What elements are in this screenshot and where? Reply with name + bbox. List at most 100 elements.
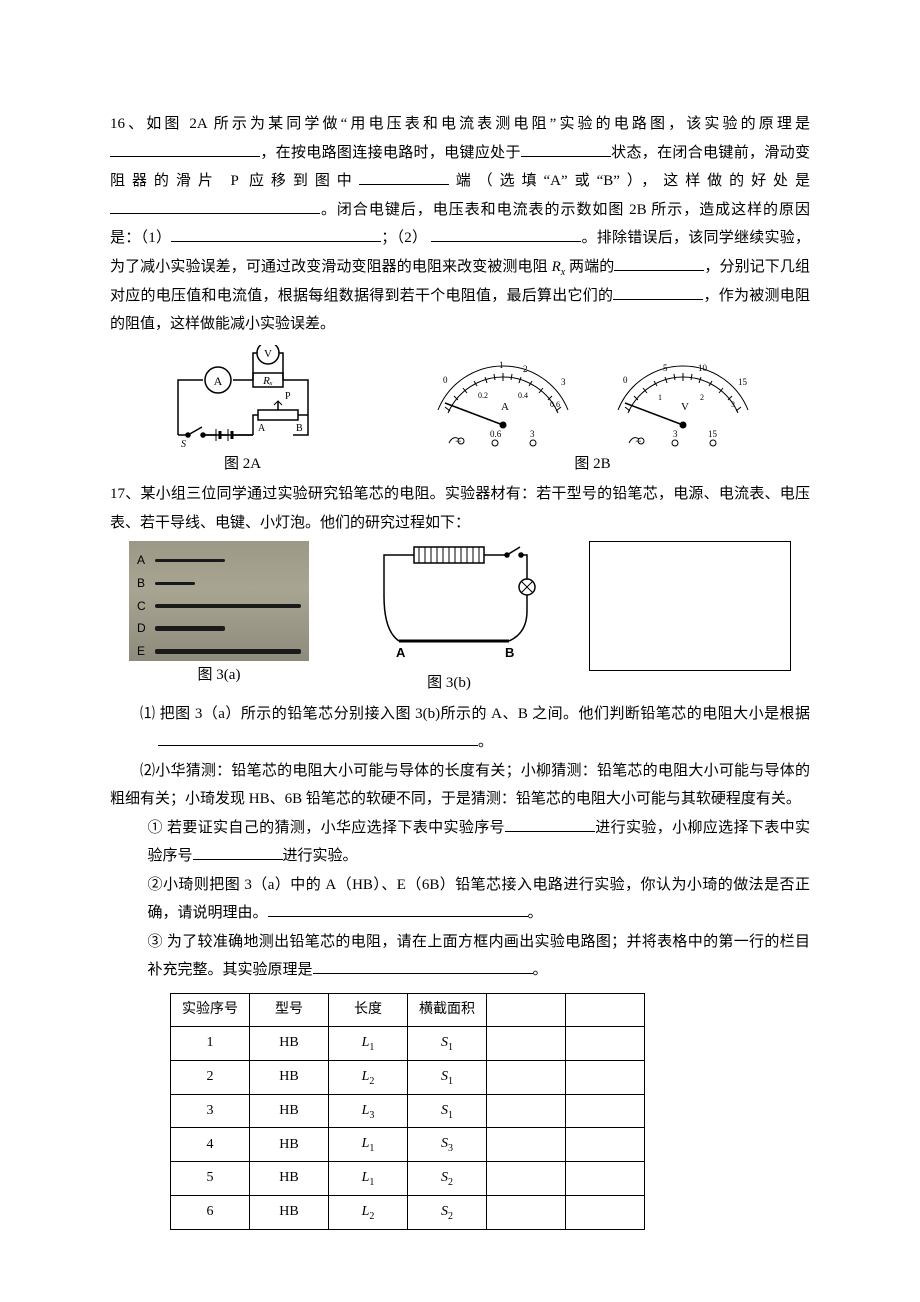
s-label: S — [181, 439, 186, 450]
th-type: 型号 — [250, 993, 329, 1027]
voltmeter-symbol: V — [264, 348, 272, 360]
q17-p1-full: ⑴ 把图 3（a）所示的铅笔芯分别接入图 3(b)所示的 A、B 之间。他们判断… — [125, 700, 810, 757]
cell: HB — [250, 1060, 329, 1094]
q17-p2-3b: 。 — [533, 962, 548, 978]
fig3a-label: 图 3(a) — [198, 661, 241, 690]
amm-range-06: 0.6 — [490, 429, 502, 439]
q17-p1t: 把图 3（a）所示的铅笔芯分别接入图 3(b)所示的 A、B 之间。他们判断铅笔… — [160, 706, 810, 722]
amm-scale-02: 0.2 — [478, 391, 488, 400]
rx-label: Rₓ — [262, 375, 273, 387]
voltmeter-dial: 0 5 10 15 1 2 3 V − 3 15 — [603, 355, 763, 450]
ammeter-symbol: A — [213, 374, 222, 388]
figure-2a-col: A V Rₓ P S A B 图 2A — [158, 345, 328, 479]
figure-2b-col: 0 1 2 3 0.2 0.4 0.6 A − 0.6 3 — [423, 355, 763, 479]
q17-number: 17、 — [110, 486, 140, 502]
cell-blank[interactable] — [566, 1162, 645, 1196]
cell: S2 — [408, 1196, 487, 1230]
fig3b-terminal-b: B — [505, 645, 514, 660]
figure-3a-col: A B C D E 图 3(a) — [129, 541, 309, 690]
q17-p1e: 。 — [478, 734, 493, 750]
q16-blank-reason2[interactable] — [431, 226, 581, 242]
pencil-leads-photo: A B C D E — [129, 541, 309, 661]
v-scale-5: 5 — [663, 363, 668, 373]
q16-blank-voltage[interactable] — [614, 255, 704, 271]
q16-blank-reason1[interactable] — [171, 226, 381, 242]
amm-scale-06: 0.6 — [550, 400, 560, 409]
q17-part2: ⑵小华猜测：铅笔芯的电阻大小可能与导体的长度有关；小柳猜测：铅笔芯的电阻大小可能… — [110, 757, 810, 814]
table-row: 5HBL1S2 — [171, 1162, 645, 1196]
q16-blank-terminal[interactable] — [359, 169, 449, 185]
v-scale-15: 15 — [738, 377, 748, 387]
th-seq: 实验序号 — [171, 993, 250, 1027]
table-row: 6HBL2S2 — [171, 1196, 645, 1230]
q17-p2-1c: 进行实验。 — [283, 848, 358, 864]
cell-blank[interactable] — [566, 1196, 645, 1230]
q16-blank-benefit[interactable] — [110, 198, 320, 214]
amm-scale-3: 3 — [561, 377, 566, 387]
cell: HB — [250, 1196, 329, 1230]
ammeter-unit: A — [501, 401, 509, 413]
q17-p2-sub3: ③ 为了较准确地测出铅笔芯的电阻，请在上面方框内画出实验电路图；并将表格中的第一… — [110, 928, 810, 985]
q17-blank-basis[interactable] — [158, 730, 478, 746]
q17-blank-xiaoliu[interactable] — [193, 844, 283, 860]
th-len: 长度 — [329, 993, 408, 1027]
q17-intro: 17、某小组三位同学通过实验研究铅笔芯的电阻。实验器材有：若干型号的铅笔芯，电源… — [110, 480, 810, 537]
lead-d: D — [137, 617, 301, 640]
circuit-draw-box[interactable] — [589, 541, 791, 671]
amm-scale-2: 2 — [523, 364, 528, 374]
cell-blank[interactable] — [487, 1094, 566, 1128]
cell-blank[interactable] — [566, 1094, 645, 1128]
cell: HB — [250, 1128, 329, 1162]
th-area: 横截面积 — [408, 993, 487, 1027]
amm-range-3: 3 — [530, 429, 535, 439]
fig3b-terminal-a: A — [396, 645, 406, 660]
cell-blank[interactable] — [487, 1128, 566, 1162]
cell: L2 — [329, 1196, 408, 1230]
q17-blank-xiaoqi[interactable] — [268, 901, 528, 917]
fig2b-label: 图 2B — [574, 450, 610, 479]
cell: HB — [250, 1162, 329, 1196]
q16-blank-principle[interactable] — [110, 141, 260, 157]
th-blank2[interactable] — [566, 993, 645, 1027]
amm-scale-mid: 1 — [499, 360, 504, 370]
fig3b-label: 图 3(b) — [427, 669, 471, 698]
cell: S1 — [408, 1060, 487, 1094]
rheostat-b: B — [296, 423, 303, 434]
rheostat-a: A — [258, 423, 266, 434]
figure-2-row: A V Rₓ P S A B 图 2A — [110, 345, 810, 479]
q17-blank-xiaohua[interactable] — [505, 816, 595, 832]
cell: 5 — [171, 1162, 250, 1196]
amm-scale-04: 0.4 — [518, 391, 528, 400]
table-header-row: 实验序号 型号 长度 横截面积 — [171, 993, 645, 1027]
ammeter-dial: 0 1 2 3 0.2 0.4 0.6 A − 0.6 3 — [423, 355, 583, 450]
cell-blank[interactable] — [487, 1027, 566, 1061]
table-row: 3HBL3S1 — [171, 1094, 645, 1128]
v-scale-0: 0 — [623, 375, 628, 385]
fig2a-label: 图 2A — [224, 450, 261, 479]
q16-blank-switch-state[interactable] — [521, 141, 611, 157]
q17-blank-principle2[interactable] — [313, 958, 533, 974]
q16-paragraph: 16、如图 2A 所示为某同学做“用电压表和电流表测电阻”实验的电路图，该实验的… — [110, 110, 810, 339]
q17-p2-sub1: ① 若要证实自己的猜测，小华应选择下表中实验序号进行实验，小柳应选择下表中实验序… — [110, 814, 810, 871]
q16-t4: 端（选填“A”或“B”），这样做的好处是 — [449, 173, 810, 189]
th-blank1[interactable] — [487, 993, 566, 1027]
lead-b-label: B — [137, 572, 149, 595]
cell-blank[interactable] — [487, 1162, 566, 1196]
cell-blank[interactable] — [487, 1196, 566, 1230]
circuit-diagram-3b: A B — [359, 541, 539, 669]
cell-blank[interactable] — [566, 1128, 645, 1162]
v-range-15: 15 — [708, 429, 718, 439]
cell-blank[interactable] — [566, 1060, 645, 1094]
v-scale-1: 1 — [658, 393, 662, 402]
q16-t1: 如图 2A 所示为某同学做“用电压表和电流表测电阻”实验的电路图，该实验的原理是 — [146, 116, 810, 132]
q17-p2-text: ⑵小华猜测：铅笔芯的电阻大小可能与导体的长度有关；小柳猜测：铅笔芯的电阻大小可能… — [110, 763, 810, 808]
figure-3b-col: A B 图 3(b) — [359, 541, 539, 698]
figure-3-row: A B C D E 图 3(a) — [110, 541, 810, 698]
cell-blank[interactable] — [487, 1060, 566, 1094]
cell-blank[interactable] — [566, 1027, 645, 1061]
cell: S1 — [408, 1094, 487, 1128]
q17-p2-2b: 。 — [528, 905, 543, 921]
q16-blank-average[interactable] — [613, 284, 703, 300]
amm-scale-0a: 0 — [443, 375, 448, 385]
lead-c-label: C — [137, 595, 149, 618]
